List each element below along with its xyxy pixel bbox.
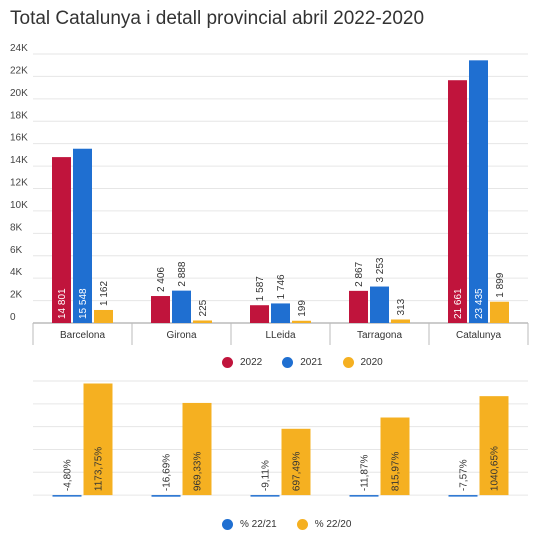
- percentage-bar-chart: -4,80% 1173,75% -16,69% 969,33% -9,11% 697,49…: [33, 380, 528, 497]
- data-label-2020-tarragona: 313: [396, 298, 407, 315]
- legend-item-pct-22-21[interactable]: % 22/21: [222, 519, 277, 530]
- bar-2022-lleida: [250, 305, 269, 323]
- data-label-22-20-lleida: 697,49%: [292, 452, 303, 492]
- data-label-2022-catalunya: 21 661: [453, 288, 464, 319]
- data-label-2021-lleida: 1 746: [276, 274, 287, 299]
- provincial-bar-chart: 0 2K 4K 6K 8K 10K 12K 14K 16K 18K 20K 22K 24K 14 801 1…: [10, 43, 529, 345]
- y-tick-label: 8K: [10, 222, 23, 233]
- bar-22-21-lleida: [250, 495, 280, 497]
- y-tick-label: 20K: [10, 88, 28, 99]
- legend-dot-pct-22-20: [296, 519, 308, 530]
- bar-22-21-barcelona: [52, 495, 82, 497]
- y-tick-label: 18K: [10, 110, 28, 121]
- legend-label-2020: 2020: [360, 357, 383, 368]
- y-tick-label: 24K: [10, 43, 28, 54]
- bar-22-21-catalunya: [448, 495, 478, 497]
- bar-2021-catalunya: [469, 60, 488, 324]
- x-tick-label-girona: Girona: [166, 330, 196, 341]
- data-label-22-20-barcelona: 1173,75%: [94, 447, 105, 491]
- legend-bottom: % 22/21 % 22/20: [222, 519, 365, 530]
- legend-label-pct-22-21: % 22/21: [240, 519, 277, 530]
- bar-22-20-catalunya: [479, 396, 509, 496]
- data-label-2021-barcelona: 15 548: [78, 288, 89, 319]
- bar-2022-girona: [151, 296, 170, 323]
- y-tick-label: 14K: [10, 155, 28, 166]
- data-label-2022-tarragona: 2 867: [354, 261, 365, 286]
- legend-label-2022: 2022: [240, 357, 263, 368]
- y-tick-label: 4K: [10, 267, 23, 278]
- legend-dot-2021: [282, 357, 294, 368]
- legend-item-2022[interactable]: 2022: [222, 357, 262, 368]
- bar-22-21-girona: [151, 495, 181, 497]
- data-label-2022-lleida: 1 587: [255, 276, 266, 301]
- y-tick-label: 10K: [10, 200, 28, 211]
- bar-22-20-lleida: [281, 428, 311, 496]
- data-label-2021-catalunya: 23 435: [474, 288, 485, 319]
- bar-2022-barcelona: [52, 157, 71, 323]
- data-label-2020-girona: 225: [198, 299, 209, 316]
- y-tick-label: 2K: [10, 290, 23, 301]
- legend-label-2021: 2021: [300, 357, 323, 368]
- data-label-22-20-catalunya: 1040,65%: [490, 446, 501, 491]
- y-tick-label: 6K: [10, 245, 23, 256]
- bar-2021-tarragona: [370, 286, 389, 323]
- bar-2020-lleida: [292, 320, 311, 323]
- legend-dot-2020: [342, 357, 354, 368]
- x-tick-label-catalunya: Catalunya: [456, 330, 501, 341]
- bar-22-20-tarragona: [380, 417, 410, 496]
- data-label-22-21-barcelona: -4,80%: [63, 459, 74, 491]
- legend-item-2021[interactable]: 2021: [282, 357, 323, 368]
- legend-label-pct-22-20: % 22/20: [314, 519, 352, 530]
- data-label-2022-girona: 2 406: [156, 267, 167, 292]
- y-tick-label: 0: [10, 312, 16, 323]
- data-label-2022-barcelona: 14 801: [57, 288, 68, 319]
- chart-title: Total Catalunya i detall provincial abri…: [10, 8, 425, 29]
- legend-item-2020[interactable]: 2020: [342, 357, 383, 368]
- bar-2021-barcelona: [73, 148, 92, 323]
- bar-22-21-tarragona: [349, 495, 379, 497]
- bar-2021-girona: [172, 290, 191, 323]
- data-label-2021-girona: 2 888: [177, 261, 188, 286]
- legend-dot-pct-22-21: [222, 519, 233, 530]
- data-label-2021-tarragona: 3 253: [375, 257, 386, 282]
- x-tick-label-tarragona: Tarragona: [357, 330, 402, 341]
- bar-2020-barcelona: [94, 309, 113, 323]
- data-label-22-20-girona: 969,33%: [193, 452, 204, 492]
- x-tick-label-barcelona: Barcelona: [60, 330, 105, 341]
- data-label-22-21-lleida: -9,11%: [261, 460, 272, 491]
- data-label-22-21-tarragona: -11,87%: [360, 454, 371, 491]
- y-tick-label: 12K: [10, 178, 28, 189]
- legend-item-pct-22-20[interactable]: % 22/20: [296, 519, 352, 530]
- legend-dot-2022: [222, 357, 233, 368]
- bar-22-20-barcelona: [83, 383, 113, 496]
- data-label-2020-barcelona: 1 162: [99, 281, 110, 306]
- x-tick-label-lleida: LLeida: [265, 330, 295, 341]
- bar-2021-lleida: [271, 303, 290, 323]
- bar-2022-catalunya: [448, 80, 467, 323]
- data-label-22-20-tarragona: 815,97%: [391, 452, 402, 492]
- data-label-22-21-girona: -16,69%: [162, 454, 173, 491]
- y-tick-label: 16K: [10, 133, 28, 144]
- bar-22-20-girona: [182, 402, 212, 496]
- y-tick-label: 22K: [10, 65, 28, 76]
- data-label-2020-catalunya: 1 899: [495, 272, 506, 297]
- bar-2020-girona: [193, 320, 212, 323]
- bar-2020-catalunya: [490, 301, 509, 323]
- data-label-2020-lleida: 199: [297, 300, 308, 317]
- data-label-22-21-catalunya: -7,57%: [459, 459, 470, 491]
- bar-2022-tarragona: [349, 290, 368, 323]
- legend-top: 2022 2021 2020: [222, 357, 397, 368]
- bar-2020-tarragona: [391, 319, 410, 323]
